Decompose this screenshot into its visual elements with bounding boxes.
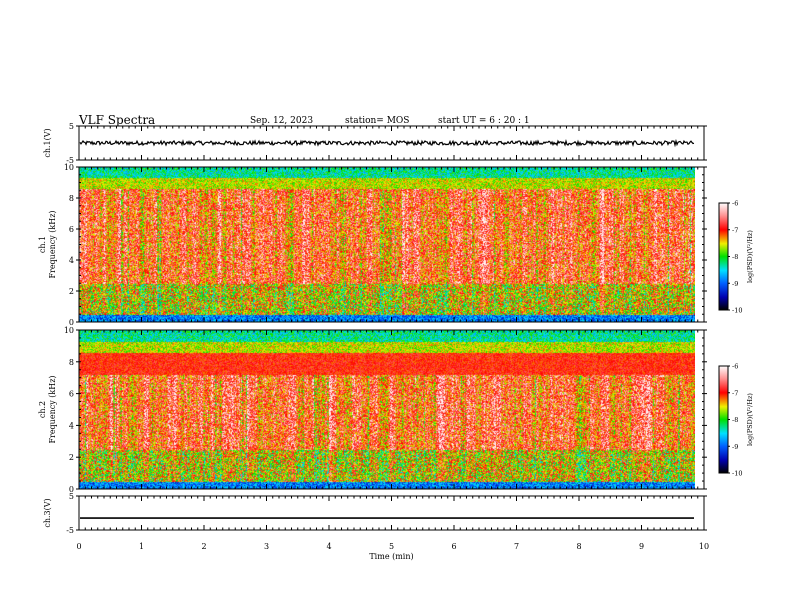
x-tick-label: 6 (451, 542, 456, 551)
x-tick-label: 2 (201, 542, 206, 551)
y-tick-label: 6 (69, 390, 74, 399)
y-tick-label: -5 (66, 156, 74, 165)
y-tick-label: -5 (66, 526, 74, 535)
start-time-label: start UT = 6 : 20 : 1 (438, 116, 530, 126)
y-tick-label: 0 (69, 485, 74, 494)
y-tick-label: 0 (69, 318, 74, 327)
colorbar-tick-label: -6 (732, 200, 738, 208)
date-label: Sep. 12, 2023 (250, 116, 314, 126)
colorbar (719, 203, 728, 310)
y-tick-label: 8 (69, 194, 74, 203)
x-tick-label: 10 (699, 542, 709, 551)
colorbar-tick-label: -10 (732, 307, 742, 315)
x-axis-label: Time (min) (369, 552, 413, 561)
colorbar-tick-label: -7 (732, 389, 738, 397)
y-tick-label: 6 (69, 225, 74, 234)
y-axis-label: ch.3(V) (43, 498, 52, 527)
x-tick-label: 4 (326, 542, 331, 551)
colorbar-tick-label: -6 (732, 363, 738, 371)
x-tick-label: 3 (264, 542, 269, 551)
y-axis-label: Frequency (kHz) (48, 375, 57, 443)
x-tick-label: 0 (76, 542, 81, 551)
colorbar-tick-label: -10 (732, 470, 742, 478)
x-tick-label: 1 (139, 542, 144, 551)
colorbar (719, 366, 728, 473)
x-tick-label: 9 (639, 542, 644, 551)
y-tick-label: 10 (64, 163, 74, 172)
y-tick-label: 8 (69, 358, 74, 367)
y-axis-label: ch.2 (38, 401, 47, 418)
x-tick-label: 5 (389, 542, 394, 551)
station-label: station= MOS (345, 116, 410, 126)
colorbar-label: log(PSD)(V²/Hz) (746, 393, 754, 446)
colorbar-tick-label: -8 (732, 253, 738, 261)
y-tick-label: 5 (69, 122, 74, 131)
y-axis-label: ch.1 (38, 236, 47, 253)
spectrogram-ch2 (79, 330, 695, 489)
y-axis-label: Frequency (kHz) (48, 210, 57, 278)
x-tick-label: 8 (576, 542, 581, 551)
colorbar-tick-label: -9 (732, 443, 738, 451)
y-tick-label: 5 (69, 492, 74, 501)
chart-title: VLF Spectra (79, 113, 156, 127)
y-tick-label: 4 (69, 256, 74, 265)
y-tick-label: 4 (69, 421, 74, 430)
y-tick-label: 10 (64, 326, 74, 335)
x-tick-label: 7 (514, 542, 519, 551)
y-tick-label: 2 (69, 453, 74, 462)
spectrogram-ch1 (79, 167, 695, 322)
y-tick-label: 2 (69, 287, 74, 296)
panel-frame (78, 495, 705, 531)
colorbar-label: log(PSD)(V²/Hz) (746, 230, 754, 283)
colorbar-tick-label: -7 (732, 226, 738, 234)
colorbar-tick-label: -9 (732, 280, 738, 288)
trace-ch1v (79, 138, 695, 148)
y-axis-label: ch.1(V) (43, 128, 52, 157)
colorbar-tick-label: -8 (732, 416, 738, 424)
